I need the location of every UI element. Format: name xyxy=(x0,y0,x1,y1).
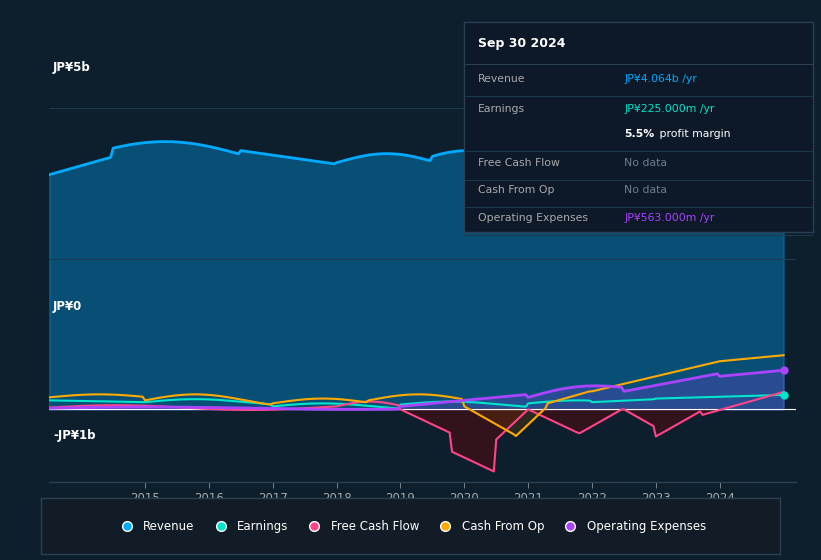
Text: JP¥4.064b /yr: JP¥4.064b /yr xyxy=(624,74,697,84)
Text: Revenue: Revenue xyxy=(478,74,525,84)
Text: No data: No data xyxy=(624,158,667,168)
Text: Cash From Op: Cash From Op xyxy=(478,185,554,195)
Text: -JP¥1b: -JP¥1b xyxy=(53,429,95,442)
Text: Sep 30 2024: Sep 30 2024 xyxy=(478,37,566,50)
Legend: Revenue, Earnings, Free Cash Flow, Cash From Op, Operating Expenses: Revenue, Earnings, Free Cash Flow, Cash … xyxy=(110,515,711,538)
Text: JP¥563.000m /yr: JP¥563.000m /yr xyxy=(624,213,715,223)
Text: Earnings: Earnings xyxy=(478,104,525,114)
Text: JP¥5b: JP¥5b xyxy=(53,62,91,74)
Text: No data: No data xyxy=(624,185,667,195)
Text: JP¥0: JP¥0 xyxy=(53,300,82,312)
Text: profit margin: profit margin xyxy=(656,129,730,139)
Text: Operating Expenses: Operating Expenses xyxy=(478,213,588,223)
Text: Free Cash Flow: Free Cash Flow xyxy=(478,158,560,168)
Text: JP¥225.000m /yr: JP¥225.000m /yr xyxy=(624,104,715,114)
Text: 5.5%: 5.5% xyxy=(624,129,654,139)
